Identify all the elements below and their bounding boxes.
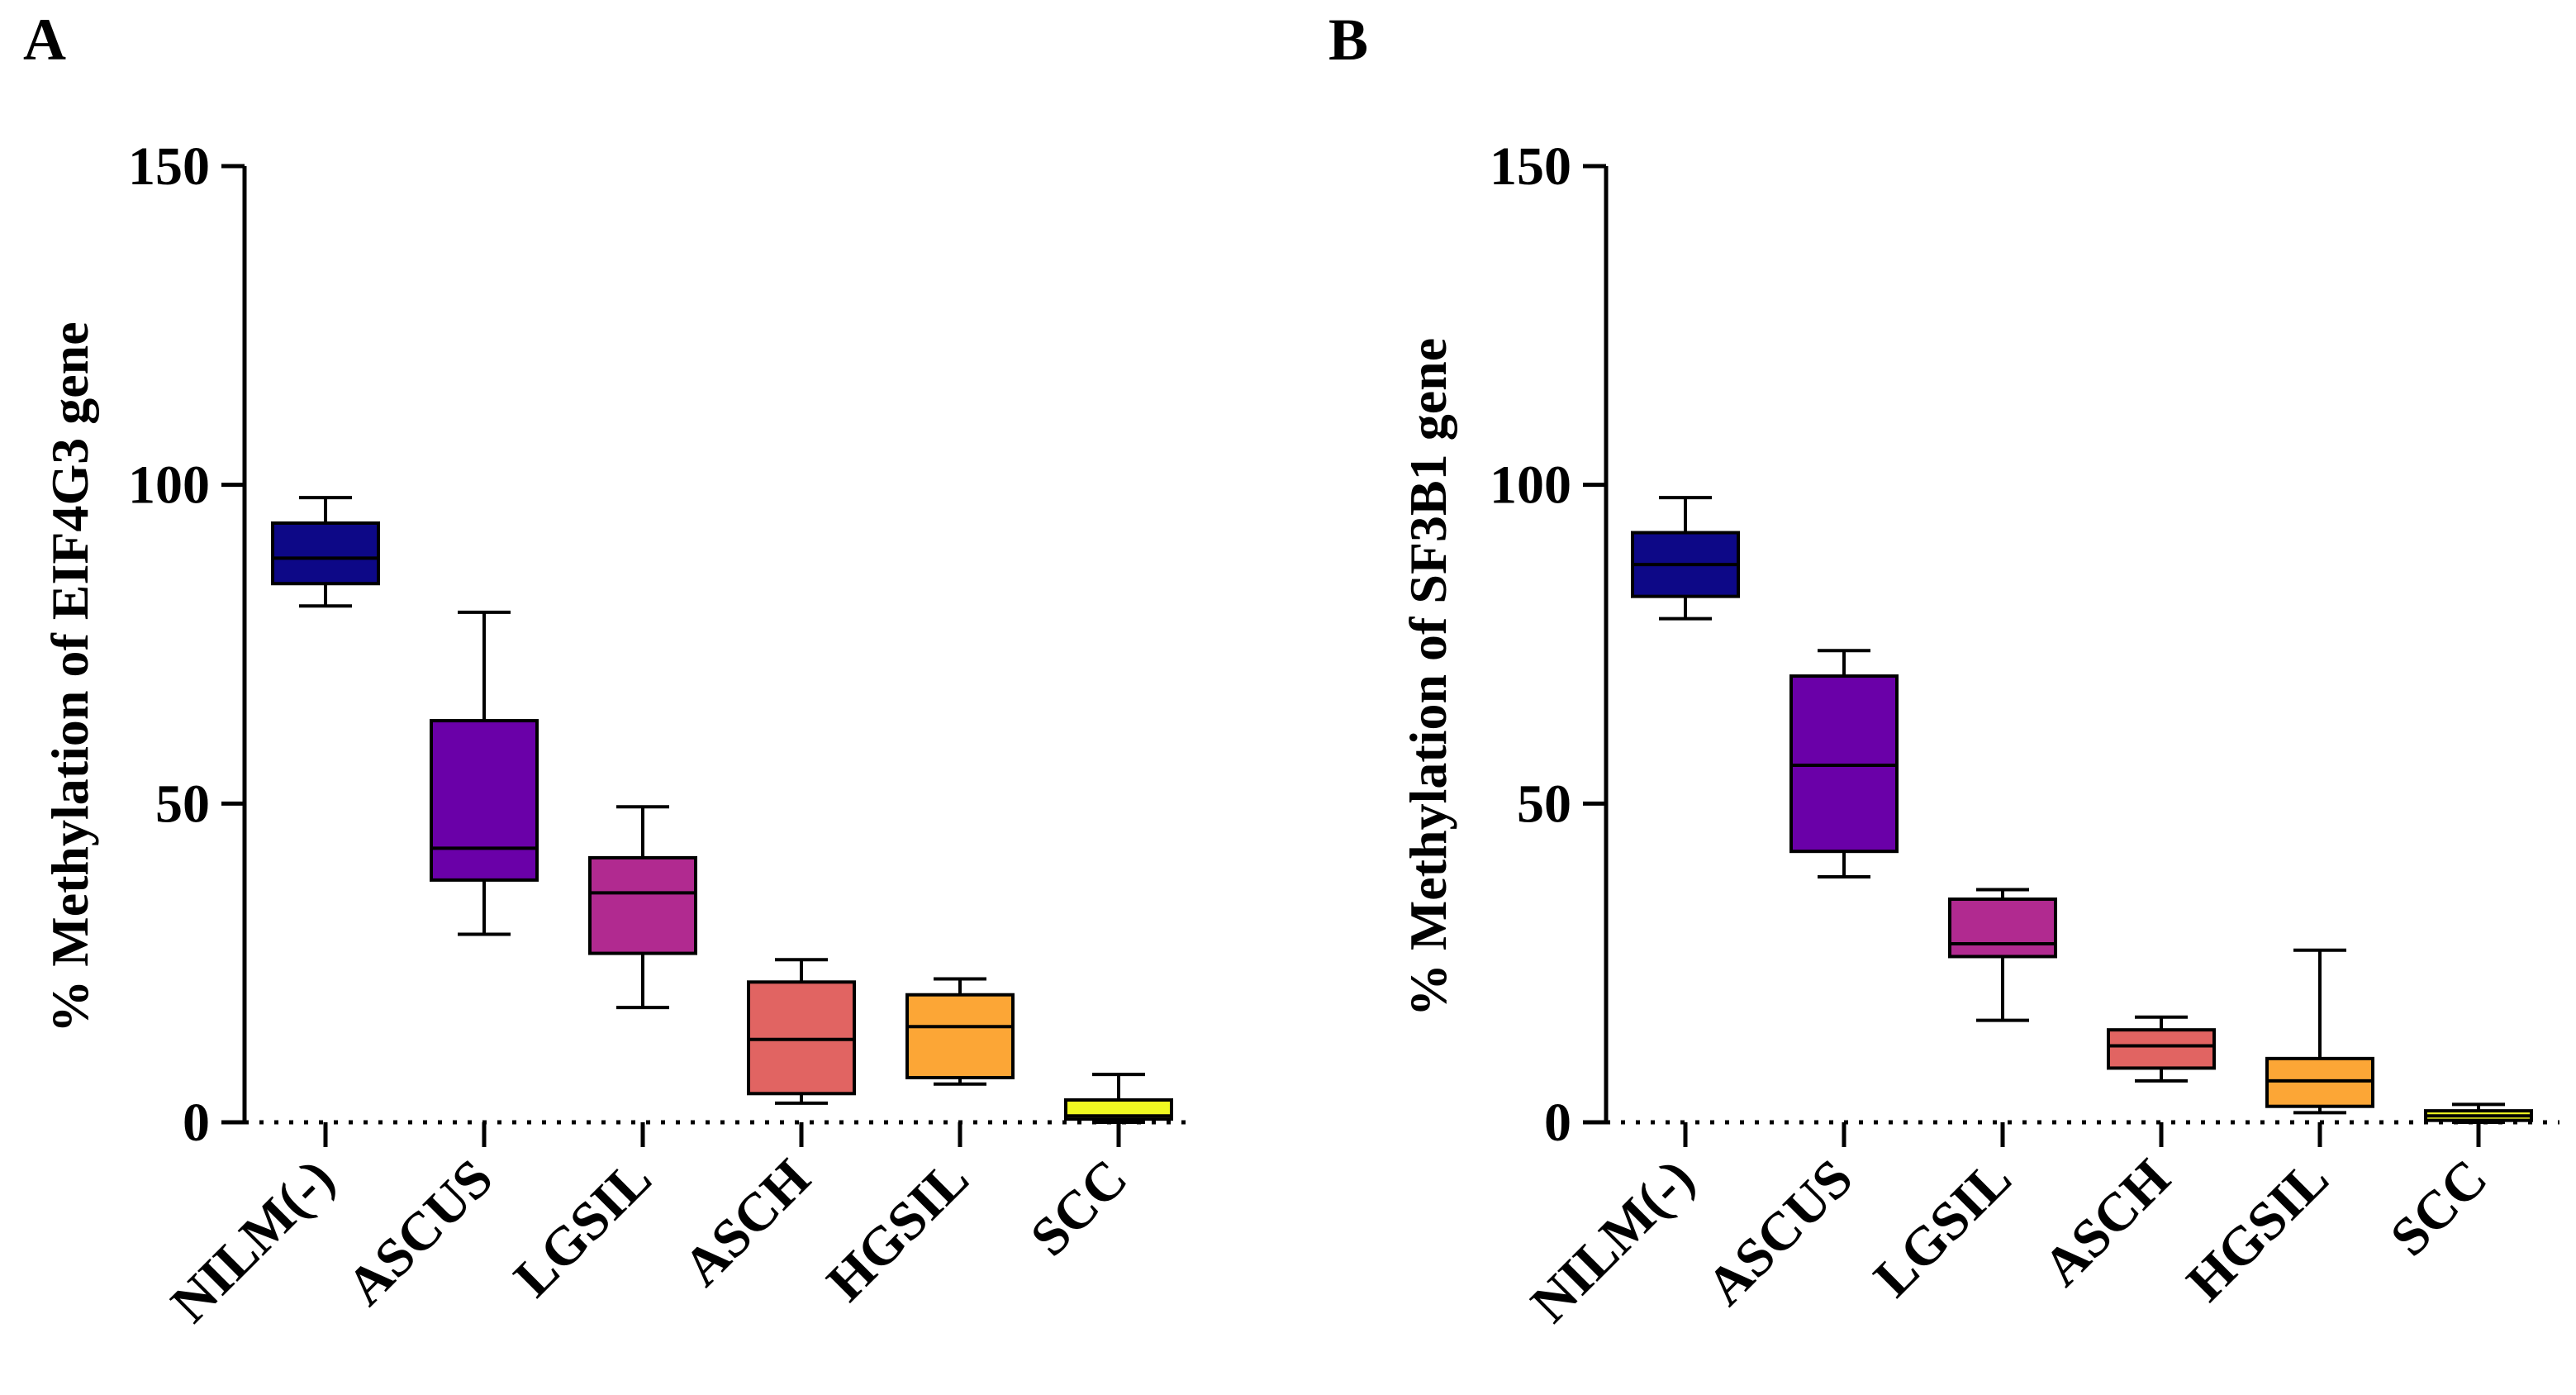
box-iqr xyxy=(430,719,539,882)
panel-label: A xyxy=(23,7,66,73)
box-iqr xyxy=(905,993,1015,1080)
box-nilm: NILM(-) xyxy=(1519,496,1740,1334)
x-category-label: NILM(-) xyxy=(1519,1148,1705,1334)
x-category-label: ASCUS xyxy=(335,1148,505,1317)
x-category-label: LGSIL xyxy=(1862,1148,2022,1308)
box-scc: SCC xyxy=(2379,1102,2533,1268)
chart-panel-a: A 0 50 100 150 % Methylation of EIF4G3 gene NI… xyxy=(23,7,1196,1334)
y-tick-label: 150 xyxy=(128,136,210,197)
box-nilm: NILM(-) xyxy=(159,496,380,1334)
y-tick-label: 0 xyxy=(1544,1093,1571,1153)
x-category-label: ASCH xyxy=(2032,1148,2181,1297)
x-category-label: ASCH xyxy=(672,1148,821,1297)
y-tick-label: 100 xyxy=(1490,455,1571,516)
x-category-label: HGSIL xyxy=(815,1148,980,1312)
box-ascus: ASCUS xyxy=(1695,649,1899,1317)
box-iqr xyxy=(2107,1028,2216,1070)
x-category-label: ASCUS xyxy=(1695,1148,1865,1317)
box-asch: ASCH xyxy=(2032,1015,2216,1297)
x-category-label: NILM(-) xyxy=(159,1148,345,1334)
box-ascus: ASCUS xyxy=(335,610,539,1317)
y-tick-label: 50 xyxy=(155,774,210,834)
chart-panel-b: B 0 50 100 150 % Methylation of SF3B1 gene NIL… xyxy=(1328,7,2559,1334)
box-hgsil: HGSIL xyxy=(2175,948,2374,1312)
y-tick-label: 150 xyxy=(1490,136,1571,197)
box-iqr xyxy=(271,521,380,586)
y-tick-label: 100 xyxy=(128,455,210,516)
box-iqr xyxy=(588,855,697,955)
box-asch: ASCH xyxy=(672,958,856,1297)
x-category-label: HGSIL xyxy=(2175,1148,2340,1312)
x-category-label: SCC xyxy=(2379,1148,2499,1268)
y-axis-title: % Methylation of SF3B1 gene xyxy=(1399,338,1457,1016)
y-tick-label: 50 xyxy=(1517,774,1571,834)
x-category-label: LGSIL xyxy=(502,1148,663,1308)
panel-label: B xyxy=(1328,7,1368,73)
box-lgsil: LGSIL xyxy=(502,805,697,1308)
box-iqr xyxy=(1948,897,2057,959)
y-axis-title: % Methylation of EIF4G3 gene xyxy=(40,321,99,1032)
x-category-label: SCC xyxy=(1019,1148,1139,1268)
y-tick-label: 0 xyxy=(183,1093,210,1153)
box-lgsil: LGSIL xyxy=(1862,888,2057,1308)
box-scc: SCC xyxy=(1019,1073,1173,1268)
